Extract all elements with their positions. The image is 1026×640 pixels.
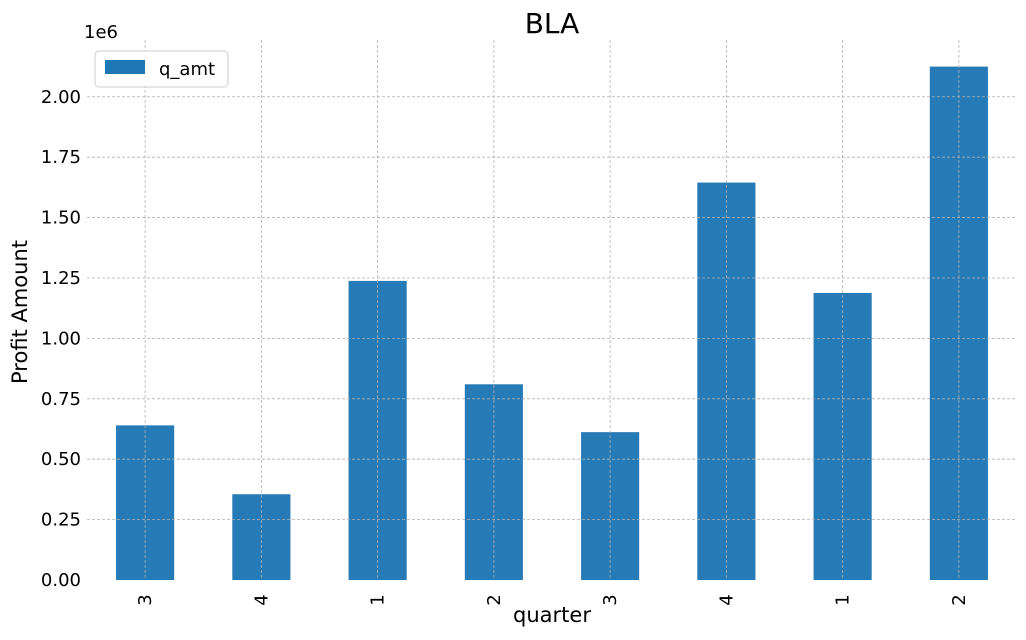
bars [116, 66, 988, 581]
legend: q_amt [94, 50, 229, 88]
x-tick-label: 4 [716, 594, 737, 605]
y-axis-multiplier: 1e6 [84, 22, 118, 43]
x-tick-label: 3 [600, 594, 621, 605]
chart-title: BLA [525, 7, 580, 40]
y-tick-label: 1.50 [41, 208, 81, 229]
y-tick-label: 2.00 [41, 87, 81, 108]
y-tick-label: 0.00 [41, 570, 81, 591]
x-tick-labels: 3 4 1 2 3 4 1 2 [135, 594, 970, 605]
x-tick-label: 1 [368, 594, 389, 605]
y-tick-label: 0.25 [41, 510, 81, 531]
y-tick-label: 1.75 [41, 147, 81, 168]
y-tick-label: 0.50 [41, 449, 81, 470]
y-tick-labels: 0.00 0.25 0.50 0.75 1.00 1.25 1.50 1.75 2.00 [41, 87, 81, 591]
y-tick-label: 1.25 [41, 268, 81, 289]
y-tick-label: 1.00 [41, 328, 81, 349]
x-axis-label: quarter [513, 603, 591, 627]
legend-swatch [105, 60, 145, 74]
x-tick-label: 3 [135, 594, 156, 605]
y-axis-label: Profit Amount [8, 240, 32, 384]
x-tick-label: 1 [833, 594, 854, 605]
x-tick-label: 2 [949, 594, 970, 605]
y-tick-label: 0.75 [41, 389, 81, 410]
grid-lines [87, 40, 1017, 580]
x-tick-label: 4 [251, 594, 272, 605]
legend-label: q_amt [159, 59, 215, 80]
x-tick-label: 2 [484, 594, 505, 605]
